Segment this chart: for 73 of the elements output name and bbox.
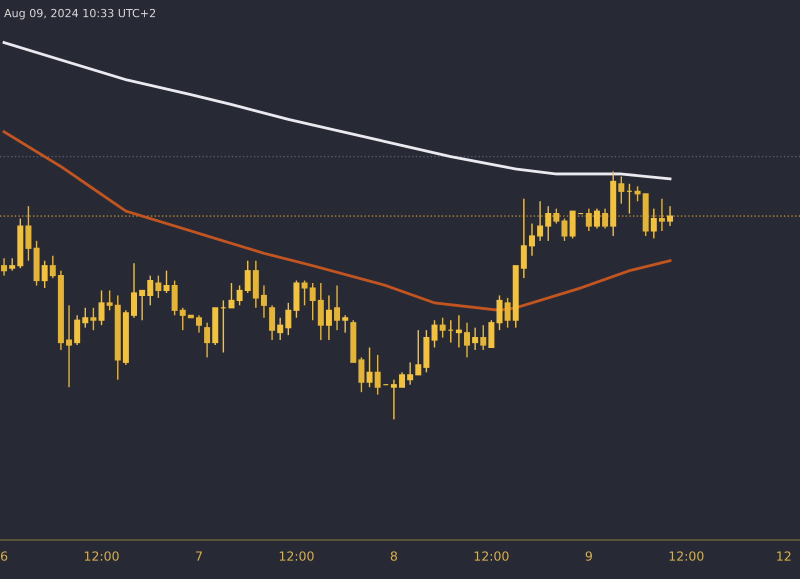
candlestick <box>480 324 486 351</box>
candlestick <box>204 322 210 358</box>
candlestick <box>326 294 332 341</box>
candlestick <box>374 354 381 396</box>
candlestick <box>594 208 600 230</box>
candlestick <box>366 346 373 388</box>
candlestick <box>236 284 243 306</box>
candlestick <box>1 258 8 276</box>
candlestick <box>456 314 462 348</box>
candlestick <box>667 205 674 227</box>
candlestick <box>82 307 88 328</box>
candlestick <box>220 300 226 354</box>
candlestick <box>334 284 340 331</box>
candlestick <box>66 304 72 388</box>
candlestick <box>561 218 568 242</box>
candlestick <box>448 320 454 344</box>
x-tick-label: 12 <box>777 551 790 561</box>
candlestick <box>74 314 80 346</box>
candlestick <box>358 356 364 393</box>
candlestick <box>90 307 96 331</box>
candlestick <box>244 260 251 294</box>
candlestick <box>155 274 162 299</box>
candlestick <box>634 186 641 202</box>
x-tick-label: 8 <box>390 551 398 561</box>
candlestick <box>25 205 32 262</box>
candlestick <box>602 208 608 230</box>
candlestick <box>342 314 348 334</box>
candlestick <box>106 290 113 312</box>
x-tick-label: 6 <box>0 551 8 561</box>
candlestick <box>131 262 137 318</box>
candlestick <box>504 297 511 328</box>
candlestick <box>302 280 308 306</box>
candlestick <box>139 290 146 321</box>
text: Aug 09, 2024 10:33 UTC+2 <box>4 8 156 20</box>
candlestick <box>180 307 186 331</box>
candlestick <box>98 290 105 326</box>
candlestick <box>260 284 267 318</box>
candlestick <box>196 314 202 334</box>
x-tick-label: 12:00 <box>474 551 509 561</box>
x-tick-label: 7 <box>196 551 202 561</box>
candlestick <box>432 320 438 348</box>
candlestick <box>50 255 56 279</box>
x-tick-label: 9 <box>586 551 592 561</box>
candlestick <box>618 176 624 204</box>
candlestick <box>399 372 406 388</box>
candlestick <box>415 329 422 376</box>
candlestick <box>269 304 276 341</box>
candlestick <box>440 317 446 338</box>
candlestick <box>658 198 665 232</box>
candlestick <box>9 258 16 272</box>
candlestick <box>545 205 552 242</box>
x-tick-label: 12:00 <box>84 551 119 561</box>
candlestick <box>537 200 544 242</box>
candlestick <box>42 260 48 289</box>
candlestick <box>164 270 170 294</box>
candlestick <box>650 208 657 240</box>
x-tick-label: 12:00 <box>280 551 314 561</box>
candlestick <box>147 274 154 306</box>
candlestick <box>228 282 234 309</box>
x-tick-label: 12:00 <box>670 551 704 561</box>
candlestick <box>472 326 478 351</box>
candlestick <box>528 222 535 256</box>
candlestick <box>464 322 470 358</box>
candlestick <box>310 282 316 321</box>
candlestick <box>285 302 292 336</box>
candlestick <box>496 294 502 331</box>
candlestick <box>626 183 632 214</box>
candlestick <box>553 208 560 224</box>
candlestick <box>277 317 284 341</box>
candlestick <box>407 362 414 386</box>
candlestick <box>586 208 592 232</box>
candlestick <box>390 379 397 420</box>
candlestick <box>520 198 527 279</box>
